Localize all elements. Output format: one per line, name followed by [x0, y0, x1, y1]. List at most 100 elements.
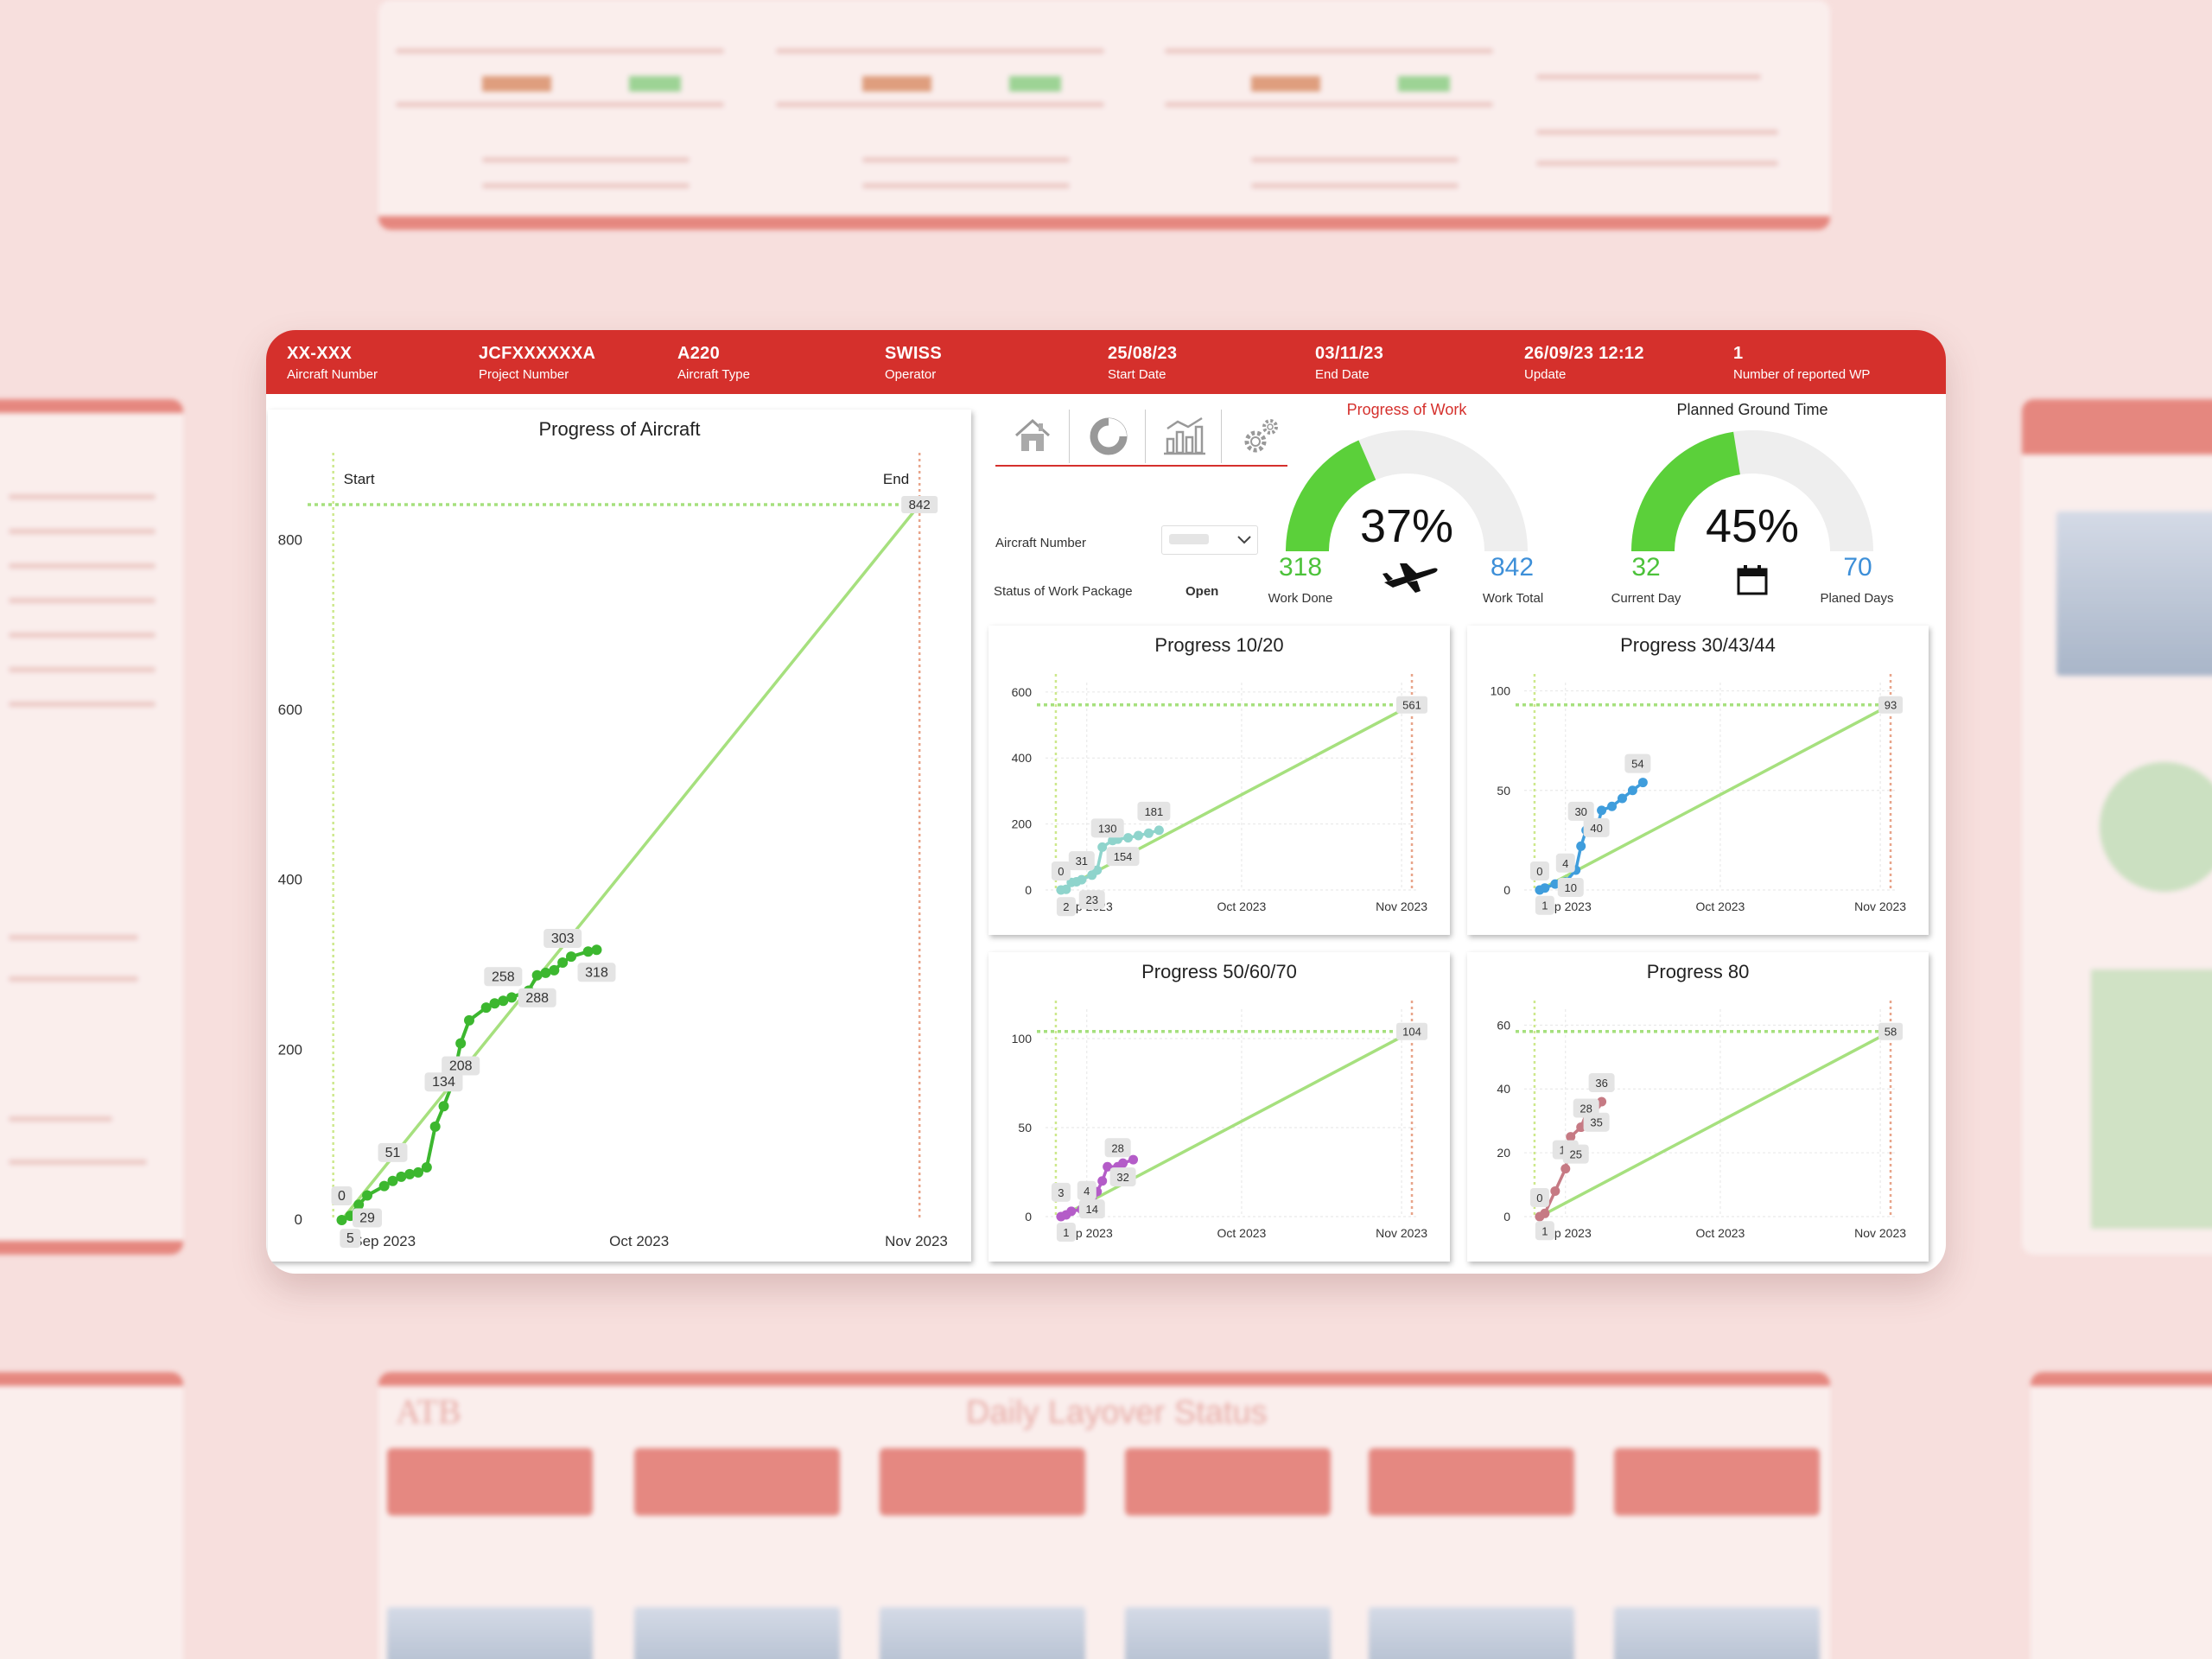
svg-text:181: 181 — [1145, 805, 1164, 818]
header-end-date: 03/11/23 End Date — [1315, 344, 1383, 382]
svg-text:318: 318 — [585, 965, 608, 980]
y-tick-label: 0 — [295, 1211, 302, 1228]
data-point — [1097, 1176, 1108, 1186]
header-label: Operator — [885, 367, 937, 382]
x-tick-label: Nov 2023 — [885, 1233, 948, 1249]
svg-text:28: 28 — [1580, 1103, 1592, 1116]
svg-text:154: 154 — [1114, 850, 1133, 863]
aircraft-number-dropdown[interactable] — [1161, 525, 1258, 555]
data-point — [1637, 778, 1648, 788]
data-label: 181 — [1137, 801, 1171, 821]
svg-text:303: 303 — [551, 931, 575, 946]
data-point — [1123, 833, 1134, 843]
data-point — [1066, 1206, 1077, 1217]
data-point — [506, 992, 518, 1003]
data-point — [489, 998, 500, 1009]
y-tick-label: 50 — [1018, 1121, 1032, 1135]
header-value: JCFXXXXXXA — [479, 344, 596, 363]
data-label: 2 — [1056, 897, 1076, 917]
data-point — [480, 1002, 492, 1014]
svg-text:14: 14 — [1086, 1203, 1098, 1216]
data-point — [362, 1190, 372, 1201]
plan-line — [1539, 1030, 1891, 1218]
header-label: Start Date — [1108, 367, 1166, 382]
nav-charts-button[interactable] — [1147, 410, 1222, 463]
gauge-title: Progress of Work — [1346, 401, 1467, 418]
data-point — [1143, 828, 1154, 838]
nav-overview-button[interactable] — [1071, 410, 1146, 463]
data-label: 0 — [331, 1186, 353, 1205]
nav-home-button[interactable] — [995, 410, 1070, 463]
header-aircraft-type: A220 Aircraft Type — [677, 344, 750, 382]
header-value: 25/08/23 — [1108, 344, 1178, 363]
gauge-left-value: 32 — [1631, 553, 1661, 582]
x-tick-label: Oct 2023 — [1696, 1226, 1745, 1240]
y-tick-label: 0 — [1503, 883, 1510, 897]
gauge-percent: 45% — [1705, 500, 1800, 552]
data-point — [438, 1101, 449, 1112]
data-label: 0 — [1529, 861, 1549, 880]
nav-underline — [995, 465, 1287, 467]
gauge-right-label: Work Total — [1482, 591, 1544, 606]
data-label: 35 — [1583, 1112, 1610, 1132]
svg-text:30: 30 — [1574, 805, 1586, 818]
header-value: SWISS — [885, 344, 942, 363]
data-point — [455, 1038, 467, 1049]
x-tick-label: Oct 2023 — [1217, 899, 1267, 913]
data-label: 318 — [577, 963, 616, 982]
header-project-number: JCFXXXXXXA Project Number — [479, 344, 595, 382]
data-point — [378, 1180, 390, 1192]
svg-text:10: 10 — [1565, 881, 1577, 894]
target-value-label: 93 — [1878, 696, 1904, 714]
data-point — [582, 946, 594, 957]
data-point — [1597, 805, 1607, 816]
nav-settings-button[interactable] — [1224, 410, 1298, 463]
svg-text:130: 130 — [1098, 822, 1117, 835]
y-tick-label: 100 — [1491, 684, 1511, 698]
svg-text:23: 23 — [1086, 893, 1098, 906]
svg-text:561: 561 — [1402, 699, 1421, 712]
target-value-label: 561 — [1396, 696, 1428, 714]
svg-text:0: 0 — [338, 1189, 346, 1204]
header-operator: SWISS Operator — [885, 344, 942, 382]
svg-text:25: 25 — [1569, 1148, 1581, 1161]
chart-panel-aircraft: Progress of Aircraft 0 200 400 600 800 Sep 20… — [268, 410, 971, 1262]
data-label: 10 — [1557, 877, 1584, 897]
data-label: 154 — [1106, 847, 1140, 867]
svg-text:0: 0 — [1536, 1192, 1542, 1205]
background-panel-right — [2022, 399, 2212, 1255]
series-line — [340, 948, 597, 1222]
data-label: 23 — [1078, 890, 1105, 910]
svg-text:4: 4 — [1084, 1185, 1090, 1198]
gauge-fill — [1286, 440, 1377, 552]
data-point — [1597, 1096, 1607, 1107]
data-label: 29 — [353, 1208, 382, 1228]
data-point — [1576, 841, 1586, 851]
calendar-icon — [1737, 565, 1768, 595]
y-tick-label: 200 — [1012, 817, 1033, 831]
data-label: 40 — [1583, 817, 1610, 837]
data-point — [591, 944, 602, 956]
header-value: 03/11/23 — [1315, 344, 1384, 363]
data-point — [566, 951, 576, 963]
svg-text:258: 258 — [492, 969, 515, 984]
x-tick-label: Nov 2023 — [1854, 899, 1906, 913]
data-point — [429, 1121, 441, 1132]
status-value: Open — [1185, 584, 1219, 599]
data-point — [421, 1162, 432, 1173]
header-label: Update — [1524, 367, 1567, 382]
header-aircraft-number: XX-XXX Aircraft Number — [287, 344, 378, 382]
data-label: 5 — [340, 1229, 361, 1249]
target-value-label: 104 — [1396, 1022, 1428, 1040]
data-label: 0 — [1529, 1188, 1549, 1207]
gauge-arc — [1286, 430, 1528, 552]
y-tick-label: 600 — [278, 702, 302, 718]
data-label: 30 — [1567, 801, 1594, 821]
data-point — [464, 1014, 474, 1026]
chart-panel-50-60-70: Progress 50/60/70 0 50 100 Sep 2023 Oct 2023… — [988, 952, 1450, 1262]
svg-text:0: 0 — [1536, 865, 1542, 878]
data-label: 1 — [1056, 1222, 1076, 1242]
svg-text:0: 0 — [1058, 865, 1064, 878]
